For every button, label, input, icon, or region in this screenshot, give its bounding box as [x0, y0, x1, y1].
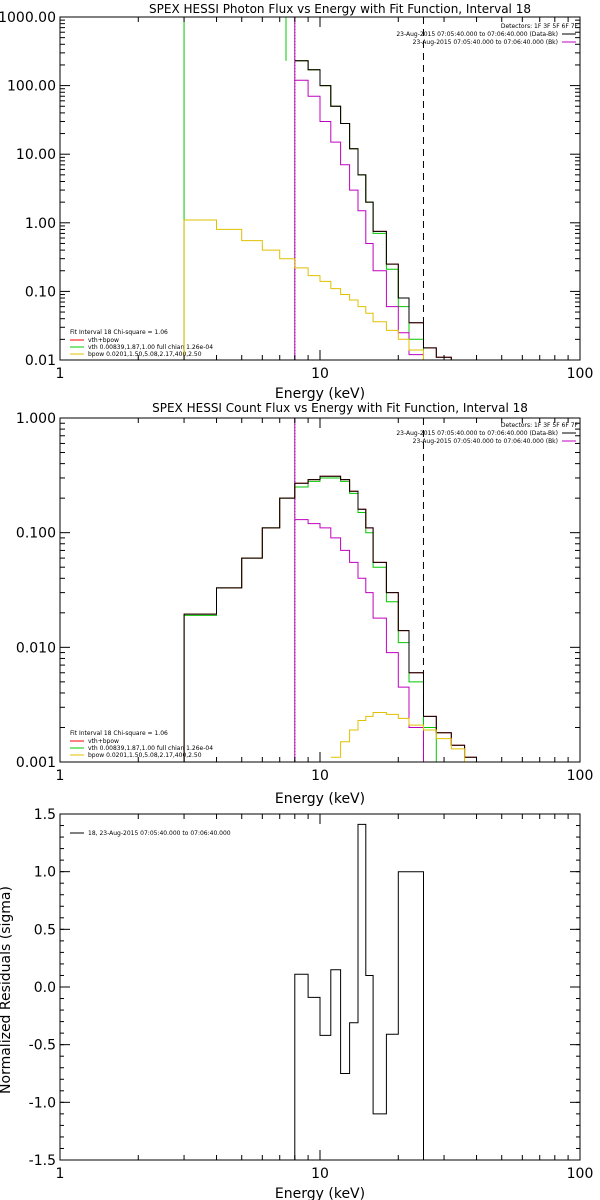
photon-legend-left: Fit Interval 18 Chi-square = 1.06 vth+bp…	[70, 329, 213, 358]
photon-x-tick-label: 1	[56, 366, 65, 382]
resid-legend: 18, 23-Aug-2015 07:05:40.000 to 07:06:40…	[88, 830, 231, 837]
photon-y-tick-label: 10.00	[16, 147, 56, 163]
resid-y-tick-label: -1.0	[29, 1095, 56, 1111]
count-title: SPEX HESSI Count Flux vs Energy with Fit…	[152, 401, 528, 415]
residuals-panel: Energy (keV) Normalized Residuals (sigma…	[0, 807, 593, 1200]
count-axes-frame	[59, 417, 581, 763]
count-x-tick-label: 10	[311, 768, 329, 784]
count-legend-vth: vth 0.00839,1.87,1.00 full chian 1.26e-0…	[88, 745, 213, 752]
count-y-tick-label: 0.100	[16, 526, 56, 542]
photon-y-tick-label: 0.10	[25, 284, 56, 300]
count-y-tick-label: 1.000	[16, 411, 56, 427]
photon-y-tick-label: 1.00	[25, 216, 56, 232]
count-legend-right: Detectors: 1F 3F 5F 6F 7F 23-Aug-2015 07…	[396, 422, 578, 445]
resid-y-tick-label: -0.5	[29, 1038, 56, 1054]
photon-title: SPEX HESSI Photon Flux vs Energy with Fi…	[149, 2, 531, 16]
count-x-tick-label: 1	[56, 768, 65, 784]
photon-legend-bk: 23-Aug-2015 07:05:40.000 to 07:06:40.000…	[413, 39, 558, 46]
resid-y-tick-label: 0.5	[34, 922, 56, 938]
photon-series-fit	[294, 60, 452, 360]
count-y-tick-label: 0.010	[16, 640, 56, 656]
photon-legend-data-bk: 23-Aug-2015 07:05:40.000 to 07:06:40.000…	[396, 31, 558, 38]
resid-y-tick-label: 1.5	[34, 807, 56, 823]
photon-axes-frame	[59, 16, 581, 361]
count-legend-detectors: Detectors: 1F 3F 5F 6F 7F	[501, 422, 579, 429]
count-y-tick-label: 0.001	[16, 755, 56, 771]
resid-y-tick-label: 0.0	[34, 980, 56, 996]
resid-y-tick-label: -1.5	[29, 1153, 56, 1169]
count-x-tick-label: 100	[567, 768, 594, 784]
photon-legend-right: Detectors: 1F 3F 5F 6F 7F 23-Aug-2015 07…	[396, 23, 578, 46]
count-series-total	[183, 475, 477, 762]
photon-flux-panel: SPEX HESSI Photon Flux vs Energy with Fi…	[0, 2, 593, 402]
resid-series-resid	[294, 823, 424, 1160]
photon-plot-area	[183, 17, 452, 360]
count-flux-panel: SPEX HESSI Count Flux vs Energy with Fit…	[16, 401, 593, 807]
count-xlabel: Energy (keV)	[275, 791, 365, 807]
count-series-fit	[183, 475, 477, 762]
resid-x-tick-label: 100	[567, 1166, 594, 1182]
count-legend-total: vth+bpow	[88, 738, 119, 745]
count-legend-bk: 23-Aug-2015 07:05:40.000 to 07:06:40.000…	[413, 438, 558, 445]
resid-axes-frame	[59, 813, 581, 1161]
resid-plot-area	[294, 823, 424, 1160]
photon-legend-detectors: Detectors: 1F 3F 5F 6F 7F	[501, 23, 579, 30]
resid-y-tick-label: 1.0	[34, 865, 56, 881]
photon-series-bpow	[183, 219, 452, 360]
photon-x-tick-label: 100	[567, 366, 594, 382]
photon-y-tick-label: 100.00	[7, 79, 56, 95]
photon-x-tick-label: 10	[311, 366, 329, 382]
resid-xlabel: Energy (keV)	[275, 1186, 365, 1200]
count-series-data	[294, 519, 424, 762]
count-legend-data-bk: 23-Aug-2015 07:05:40.000 to 07:06:40.000…	[396, 430, 558, 437]
photon-legend-header: Fit Interval 18 Chi-square = 1.06	[70, 329, 168, 336]
count-plot-area	[183, 418, 477, 762]
count-legend-header: Fit Interval 18 Chi-square = 1.06	[70, 730, 168, 737]
photon-legend-bpow: bpow 0.0201,1.50,5.08,2.17,400,2.50	[88, 351, 202, 358]
resid-x-tick-label: 10	[311, 1166, 329, 1182]
photon-xlabel: Energy (keV)	[275, 386, 365, 402]
count-legend-bpow: bpow 0.0201,1.50,5.08,2.17,400,2.50	[88, 752, 202, 759]
photon-series-data	[294, 79, 437, 360]
count-legend-left: Fit Interval 18 Chi-square = 1.06 vth+bp…	[70, 730, 213, 759]
photon-y-tick-label: 0.01	[25, 353, 56, 369]
count-series-bpow	[330, 712, 477, 762]
photon-y-tick-label: 1000.00	[0, 10, 56, 26]
photon-legend-vth: vth 0.00839,1.87,1.00 full chian 1.26e-0…	[88, 344, 213, 351]
resid-ylabel: Normalized Residuals (sigma)	[0, 886, 14, 1094]
photon-legend-total: vth+bpow	[88, 337, 119, 344]
resid-x-tick-label: 1	[56, 1166, 65, 1182]
